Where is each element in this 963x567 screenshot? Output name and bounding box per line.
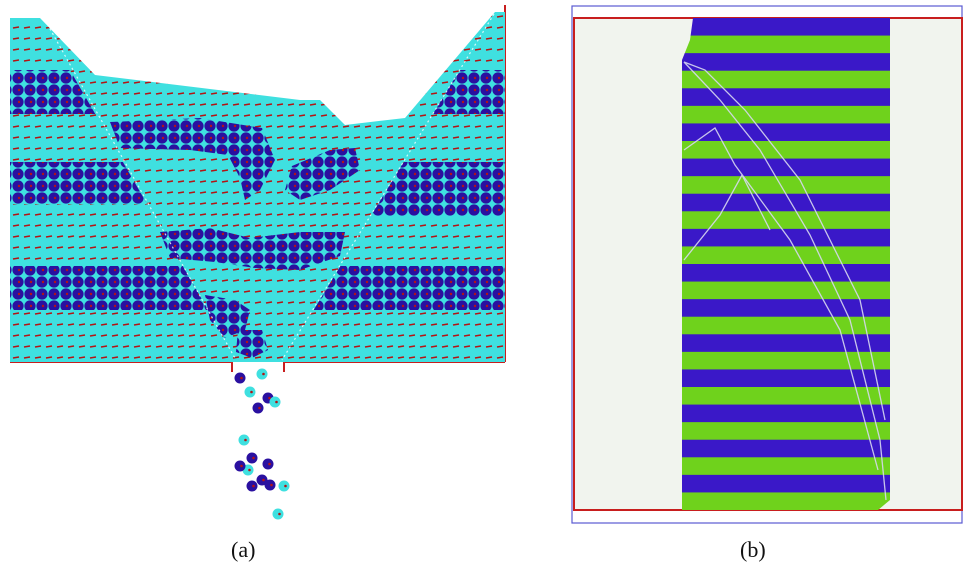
- falling-particles: [234, 368, 290, 520]
- green-band: [682, 281, 890, 300]
- deformed-strata: [110, 118, 360, 358]
- blue-band: [682, 123, 890, 142]
- particle-marker: [250, 390, 253, 394]
- green-band: [682, 176, 890, 195]
- granular-bed: [10, 12, 505, 362]
- blue-stratum-right-1: [282, 70, 505, 114]
- particle-marker: [278, 512, 281, 516]
- falling-particle: [246, 480, 258, 492]
- green-band: [682, 35, 890, 54]
- green-band: [682, 70, 890, 89]
- green-band: [682, 351, 890, 370]
- particle-marker: [268, 396, 271, 400]
- falling-particle: [234, 372, 246, 384]
- blue-band: [682, 439, 890, 458]
- particle-marker: [244, 438, 247, 442]
- blue-stratum-right-3: [282, 266, 505, 310]
- blue-stratum-left-2: [10, 162, 238, 204]
- falling-particle: [262, 458, 274, 470]
- green-band: [682, 246, 890, 265]
- green-band: [682, 422, 890, 441]
- particle-marker: [240, 376, 243, 380]
- blue-band: [682, 53, 890, 72]
- blue-band: [682, 299, 890, 318]
- falling-particle: [252, 402, 264, 414]
- particle-marker: [262, 478, 265, 482]
- blue-band: [682, 193, 890, 212]
- falling-particle: [256, 368, 268, 380]
- blue-band: [682, 474, 890, 493]
- outer-frame-b: [571, 5, 963, 524]
- container-frame-a: [10, 5, 506, 372]
- blue-band: [682, 18, 890, 37]
- banded-column: [682, 18, 890, 510]
- falling-particle: [278, 480, 290, 492]
- green-band: [682, 457, 890, 476]
- particle-marker: [284, 484, 287, 488]
- blue-band: [682, 264, 890, 283]
- falling-particle: [262, 392, 274, 404]
- falling-particle: [246, 452, 258, 464]
- blue-band: [682, 228, 890, 247]
- falling-particle: [256, 474, 268, 486]
- cyan-layer: [10, 12, 505, 362]
- caption-a: (a): [231, 537, 256, 562]
- particle-marker: [252, 456, 255, 460]
- particle-marker: [248, 468, 251, 472]
- particle-marker: [275, 400, 278, 404]
- blue-band: [682, 88, 890, 107]
- green-band: [682, 105, 890, 124]
- falling-particle: [264, 479, 276, 491]
- green-band: [682, 141, 890, 160]
- blue-band: [682, 158, 890, 177]
- blue-stratum-right-2: [282, 162, 505, 216]
- falling-particle: [272, 508, 284, 520]
- background-b: [574, 18, 962, 510]
- particle-marker: [262, 372, 265, 376]
- blue-stratum-left-1: [10, 70, 238, 114]
- shear-lines: [683, 61, 887, 501]
- green-band: [682, 316, 890, 335]
- falling-particle: [238, 434, 250, 446]
- green-band: [682, 492, 890, 510]
- falling-particle: [269, 396, 281, 408]
- blue-band: [682, 404, 890, 423]
- falling-particle: [234, 460, 246, 472]
- container-frame-b: [573, 17, 963, 511]
- blue-stratum-left-3: [10, 266, 238, 310]
- blue-band: [682, 369, 890, 388]
- particle-marker: [270, 483, 273, 487]
- green-band: [682, 211, 890, 230]
- particle-marker: [252, 484, 255, 488]
- particle-marker: [240, 464, 243, 468]
- particle-marker: [258, 406, 261, 410]
- blue-band: [682, 334, 890, 353]
- falling-particle: [242, 464, 254, 476]
- green-band: [682, 387, 890, 406]
- particle-marker: [268, 462, 271, 466]
- falling-particle: [244, 386, 256, 398]
- caption-b: (b): [740, 537, 766, 562]
